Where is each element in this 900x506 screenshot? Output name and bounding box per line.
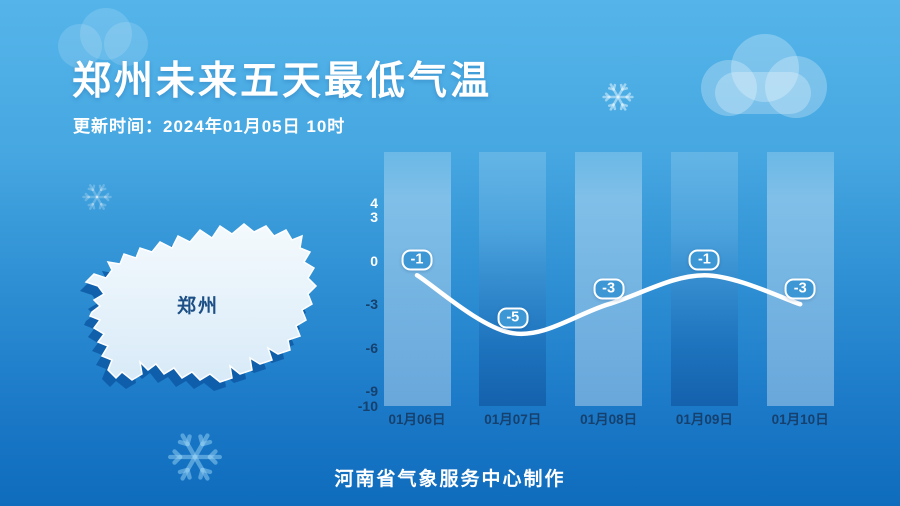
value-badge: -3 [593,278,625,300]
date-label: 01月06日 [388,412,446,427]
credit-text: 河南省气象服务中心制作 [334,469,566,490]
page-title: 郑州未来五天最低气温 [72,60,493,103]
value-badge: -1 [401,249,433,271]
map-label-zhengzhou: 郑州 [176,296,219,317]
value-badge: -3 [784,278,816,300]
y-tick-label: -3 [365,296,378,313]
y-tick-label: 0 [370,252,378,269]
bar [670,152,738,406]
value-badge: -5 [497,307,529,329]
y-tick-label: -6 [365,339,378,356]
cloud-icon [58,6,148,68]
date-label: 01月07日 [484,412,542,427]
snowflake-icon [600,79,636,115]
y-tick-label: 4 [370,194,378,211]
bar [479,152,547,406]
y-tick-label: -10 [357,397,378,414]
y-tick-label: -9 [365,383,378,400]
bar [383,152,451,406]
date-label: 01月09日 [675,412,733,427]
cloud-icon [701,34,827,118]
value-badge: -1 [688,249,720,271]
date-label: 01月08日 [580,412,638,427]
y-tick-label: 3 [370,209,378,226]
update-time: 更新时间：2024年01月05日 10时 [73,117,346,136]
snowflake-icon [80,180,114,214]
date-label: 01月10日 [771,412,829,427]
